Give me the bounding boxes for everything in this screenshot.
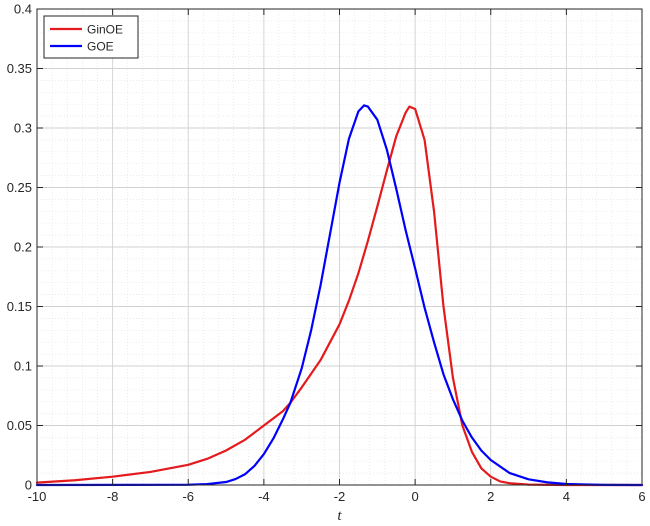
y-tick-label: 0 <box>25 478 32 493</box>
series-layer <box>35 104 644 487</box>
x-tick-label: 6 <box>638 489 645 504</box>
series-line-goe <box>35 104 644 487</box>
legend-box <box>43 15 139 59</box>
x-tick-label: -10 <box>28 489 47 504</box>
y-tick-label: 0.3 <box>14 121 32 136</box>
x-tick-label: 4 <box>563 489 570 504</box>
x-tick-label: -8 <box>107 489 119 504</box>
x-tick-label: -2 <box>334 489 346 504</box>
y-tick-label: 0.15 <box>7 299 32 314</box>
legend: GinOE GOE <box>43 15 139 59</box>
x-tick-label: 0 <box>412 489 419 504</box>
x-tick-label: -6 <box>182 489 194 504</box>
y-tick-label: 0.25 <box>7 180 32 195</box>
x-tick-label: -4 <box>258 489 270 504</box>
x-tick-label: 2 <box>487 489 494 504</box>
series-line-ginoe <box>35 105 644 487</box>
y-tick-label: 0.35 <box>7 61 32 76</box>
y-tick-label: 0.05 <box>7 418 32 433</box>
x-axis-label: t <box>337 508 342 524</box>
y-tick-label: 0.4 <box>14 2 32 17</box>
axis-ticks <box>36 8 643 486</box>
y-tick-label: 0.1 <box>14 359 32 374</box>
y-tick-label: 0.2 <box>14 240 32 255</box>
tick-labels: -10 -8 -6 -4 -2 0 2 4 6 0 0.05 0.1 0.15 0.2 0.25 0.3 0.3… <box>7 2 646 505</box>
legend-label-goe: GOE <box>87 40 114 54</box>
legend-items: GinOE GOE <box>50 23 123 54</box>
legend-label-ginoe: GinOE <box>87 23 123 37</box>
